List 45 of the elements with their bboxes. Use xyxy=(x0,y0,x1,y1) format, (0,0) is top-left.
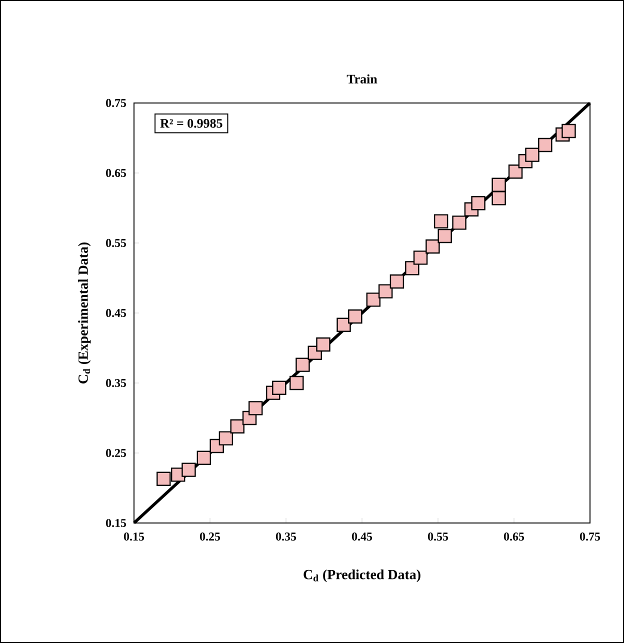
y-tick-label: 0.65 xyxy=(106,168,126,178)
point xyxy=(378,284,393,298)
point xyxy=(452,216,466,230)
point xyxy=(296,358,310,372)
point xyxy=(525,148,540,162)
point xyxy=(471,196,486,210)
point xyxy=(182,462,196,477)
point xyxy=(538,138,552,152)
y-tick-label: 0.45 xyxy=(106,308,126,318)
x-tick-label: 0.45 xyxy=(352,532,372,541)
point xyxy=(156,472,171,486)
y-tick-label: 0.35 xyxy=(106,378,126,388)
point xyxy=(413,250,428,265)
point xyxy=(492,178,506,192)
point xyxy=(434,214,448,228)
x-tick-label: 0.35 xyxy=(276,532,296,541)
x-tick-label: 0.15 xyxy=(124,532,144,541)
y-tick-label: 0.25 xyxy=(106,448,126,458)
point xyxy=(508,164,523,179)
x-tick-label: 0.25 xyxy=(200,532,220,541)
point xyxy=(196,450,212,465)
point xyxy=(248,401,263,416)
point xyxy=(438,228,452,244)
point xyxy=(230,419,244,434)
x-tick-label: 0.65 xyxy=(504,532,524,541)
annotation: R² = 0.9985 xyxy=(160,119,222,128)
point xyxy=(348,309,362,324)
point xyxy=(390,274,404,289)
y-tick-label: 0.55 xyxy=(106,238,126,248)
point xyxy=(492,191,506,206)
x-axis-title: C$_{d}$ (Predicted Data) xyxy=(304,569,420,582)
point xyxy=(426,239,440,254)
point xyxy=(218,431,234,446)
y-tick-label: 0.75 xyxy=(106,98,126,108)
point xyxy=(366,292,380,307)
point xyxy=(336,318,351,332)
point xyxy=(562,124,576,138)
point xyxy=(316,337,330,352)
chart-title: Train xyxy=(346,74,378,84)
y-axis-title: C$_{d}$ (Experimental Data) xyxy=(78,242,91,384)
point xyxy=(272,380,286,395)
x-tick-label: 0.75 xyxy=(580,532,600,541)
x-tick-label: 0.55 xyxy=(428,532,448,541)
point xyxy=(290,376,304,390)
y-tick-label: 0.15 xyxy=(106,518,126,528)
